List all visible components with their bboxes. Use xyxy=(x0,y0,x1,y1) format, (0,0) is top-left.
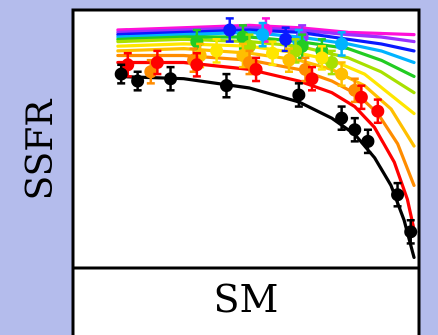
data-marker xyxy=(354,90,368,104)
series-0-point-4 xyxy=(292,82,306,108)
series-0-point-7 xyxy=(361,128,375,155)
series-0-point-9 xyxy=(404,218,418,245)
data-marker xyxy=(131,74,145,88)
data-marker xyxy=(190,35,204,49)
data-marker xyxy=(190,58,204,72)
data-marker xyxy=(325,55,339,69)
series-1-point-5 xyxy=(354,84,368,111)
data-marker xyxy=(219,79,233,93)
series-0-point-1 xyxy=(131,70,145,92)
data-marker xyxy=(335,111,349,125)
series-4-point-1 xyxy=(266,40,280,67)
data-marker xyxy=(371,104,385,118)
series-7-point-0 xyxy=(256,21,270,48)
series-8-point-0 xyxy=(223,17,237,43)
series-1-point-1 xyxy=(150,49,164,76)
series-0-point-2 xyxy=(164,65,178,92)
data-marker xyxy=(279,32,293,46)
data-marker xyxy=(164,72,178,86)
series-0-point-5 xyxy=(335,105,349,132)
series-0-point-6 xyxy=(348,116,362,143)
series-1-point-6 xyxy=(371,98,385,125)
data-marker xyxy=(249,62,263,76)
data-marker xyxy=(223,23,237,37)
data-marker xyxy=(404,225,418,239)
series-5-point-2 xyxy=(325,49,339,76)
series-0-point-0 xyxy=(114,63,128,85)
data-marker xyxy=(266,46,280,60)
data-marker xyxy=(210,44,224,58)
series-1-curve xyxy=(116,60,416,232)
data-marker xyxy=(121,58,135,72)
series-4-point-2 xyxy=(315,44,329,71)
series-4-point-0 xyxy=(210,38,224,64)
data-marker xyxy=(150,55,164,69)
series-1-point-4 xyxy=(305,65,319,92)
data-marker xyxy=(305,72,319,86)
series-10-curve xyxy=(116,23,416,37)
series-3-point-3 xyxy=(335,61,349,87)
series-7-point-2 xyxy=(335,31,349,57)
data-marker xyxy=(292,88,306,102)
series-1-point-3 xyxy=(249,56,263,83)
data-marker xyxy=(256,28,270,42)
data-marker xyxy=(315,51,329,65)
xlabel-area xyxy=(73,268,419,335)
data-marker xyxy=(114,67,128,81)
data-marker xyxy=(348,123,362,137)
data-marker xyxy=(282,53,296,67)
series-3-point-2 xyxy=(282,47,296,74)
y-axis-label: SSFR xyxy=(20,99,61,201)
x-axis-label: SM xyxy=(214,277,279,321)
series-0-point-3 xyxy=(219,72,233,99)
series-1-point-2 xyxy=(190,51,204,78)
data-marker xyxy=(391,188,405,202)
plot-frame xyxy=(71,8,421,270)
data-marker xyxy=(335,67,349,81)
data-marker xyxy=(361,134,375,148)
data-marker xyxy=(335,37,349,51)
plot-marks xyxy=(114,17,418,259)
series-0-point-8 xyxy=(391,181,405,208)
